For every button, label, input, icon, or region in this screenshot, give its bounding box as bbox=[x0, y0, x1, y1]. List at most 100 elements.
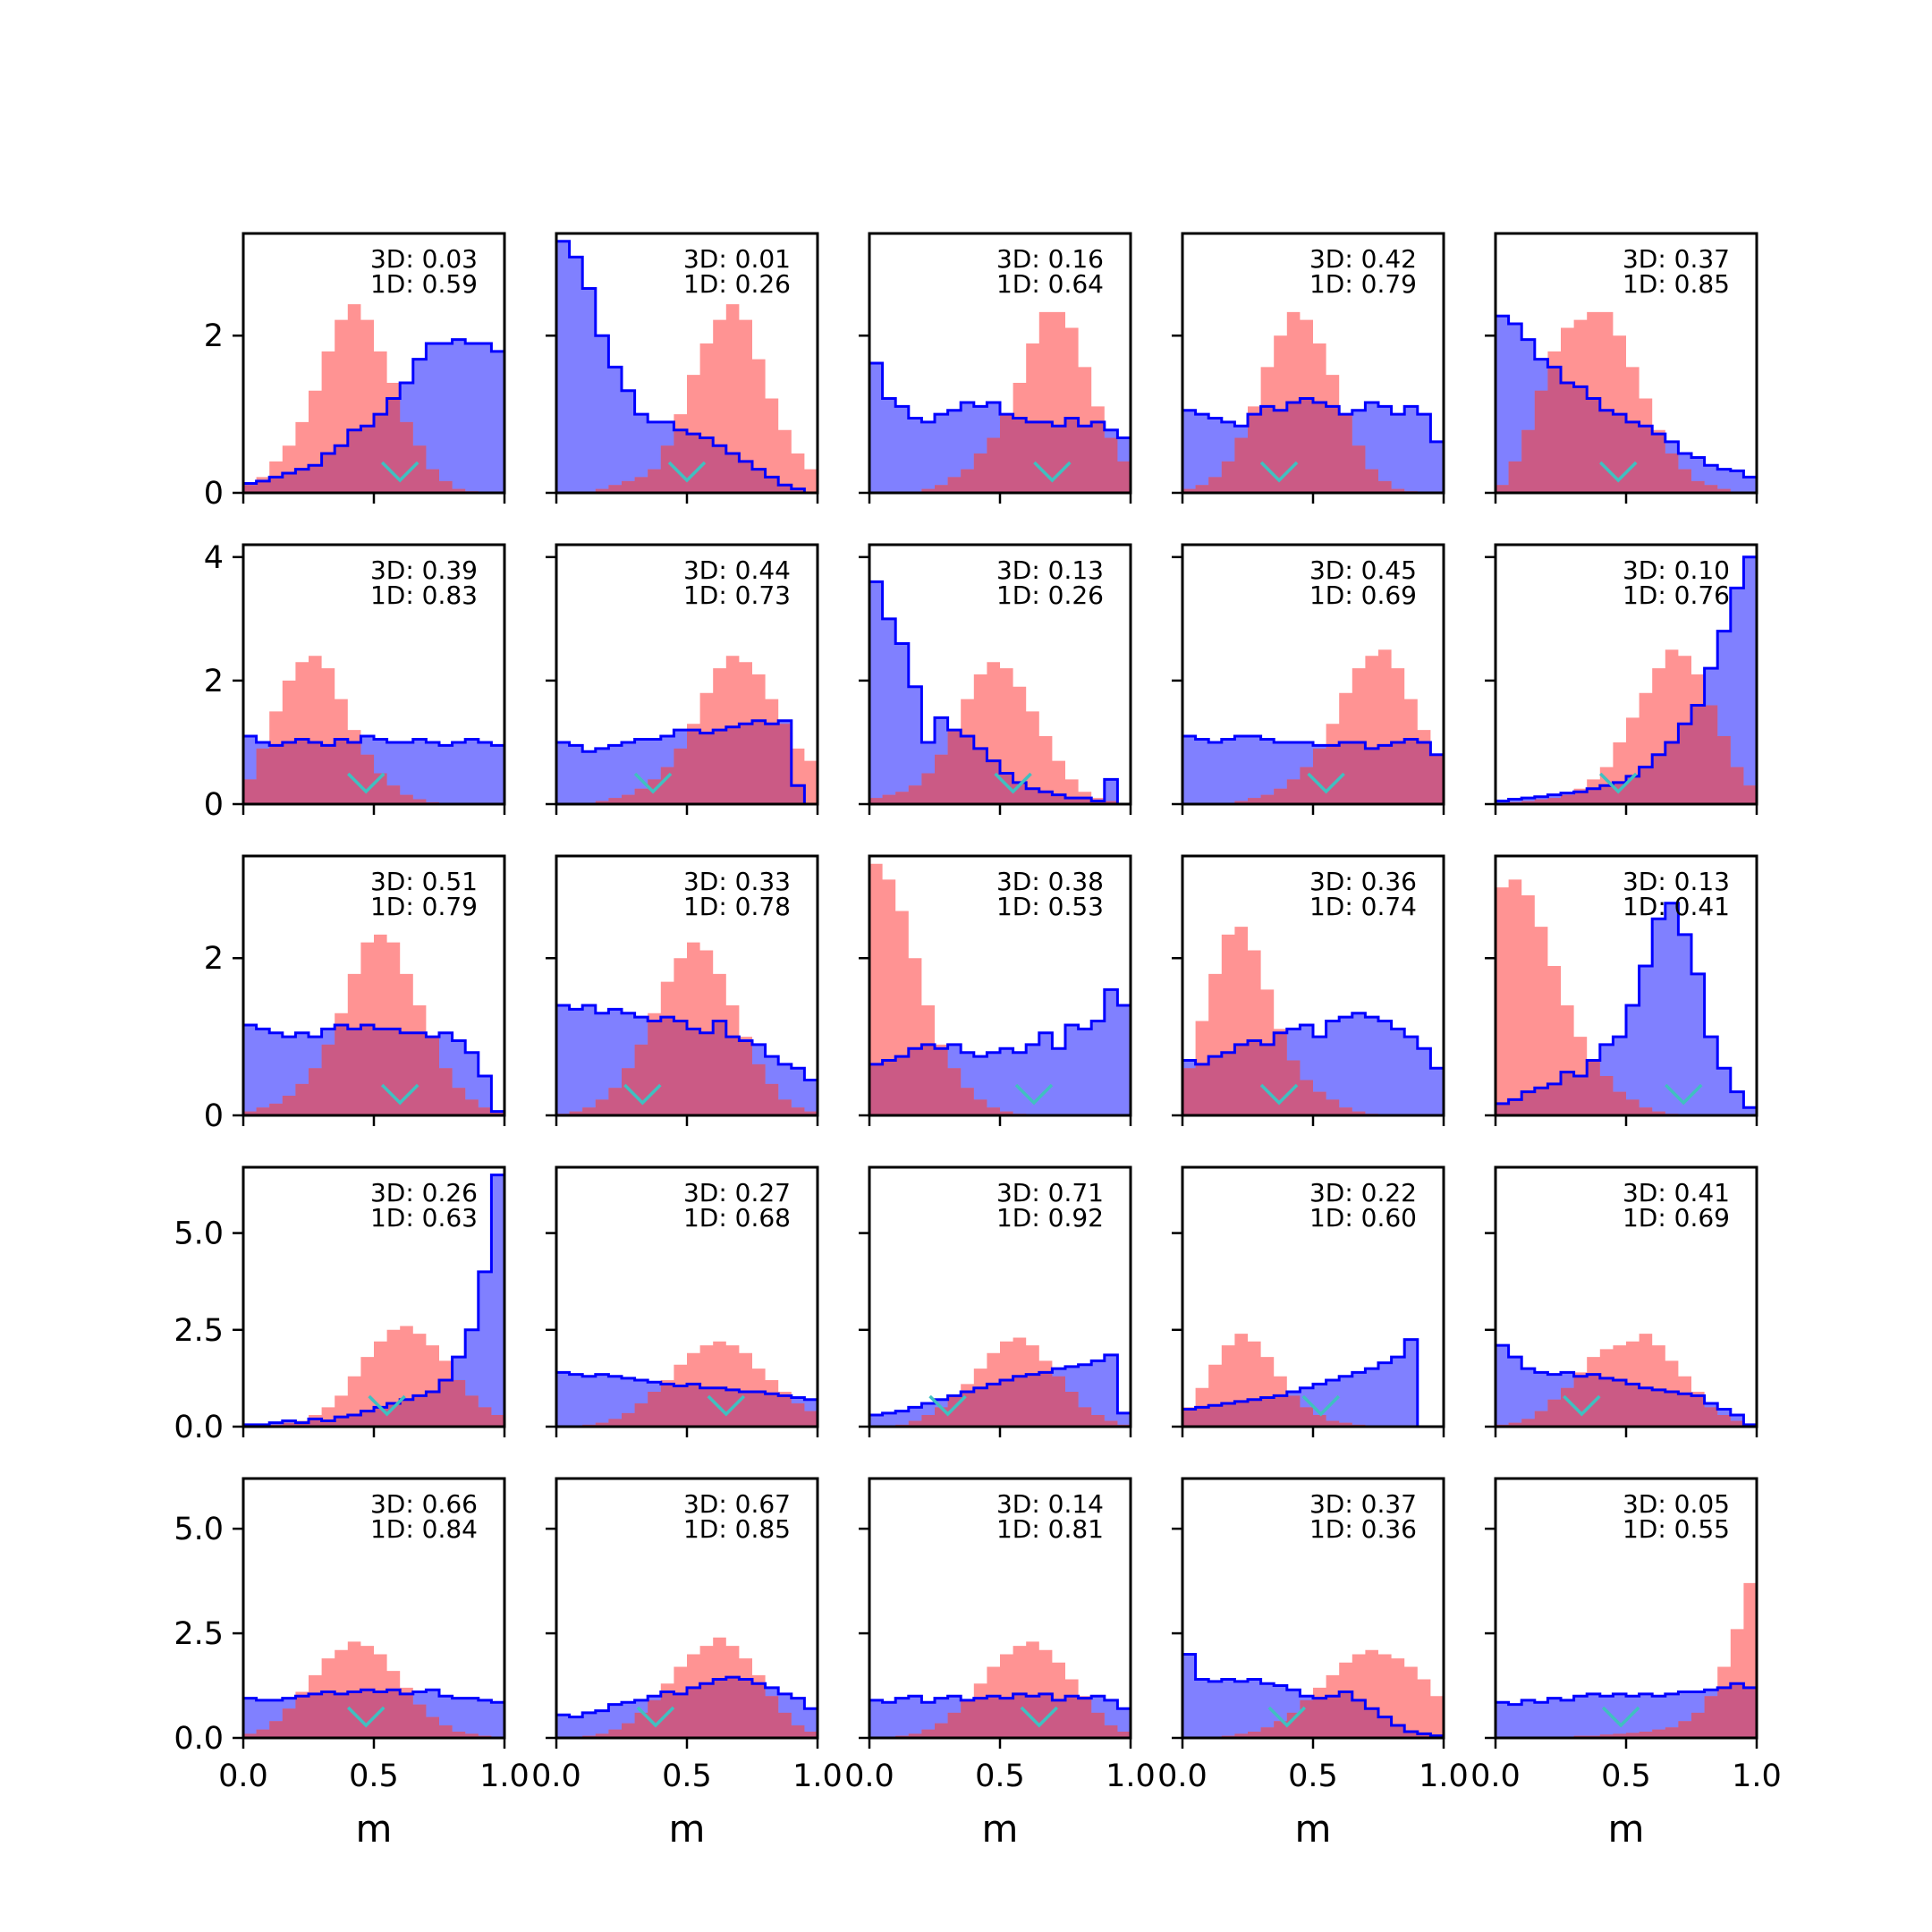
annotation-1d: 1D: 0.59 bbox=[370, 269, 478, 299]
blue-histogram-outline bbox=[556, 719, 818, 804]
annotation-3d: 3D: 0.33 bbox=[683, 867, 791, 896]
annotation-3d: 3D: 0.10 bbox=[1623, 555, 1730, 585]
annotation-3d: 3D: 0.01 bbox=[683, 244, 791, 274]
x-tick-label: 0.5 bbox=[975, 1758, 1025, 1794]
plot-area bbox=[243, 934, 504, 1115]
plot-area bbox=[1182, 649, 1444, 804]
blue-histogram-outline bbox=[869, 361, 1131, 493]
annotation-3d: 3D: 0.13 bbox=[996, 555, 1104, 585]
annotation-3d: 3D: 0.44 bbox=[683, 555, 791, 585]
marker-v bbox=[347, 772, 386, 794]
annotation-1d: 1D: 0.55 bbox=[1623, 1514, 1730, 1544]
x-tick-label: 0.5 bbox=[662, 1758, 712, 1794]
x-axis-label: m bbox=[1608, 1807, 1645, 1851]
marker-v bbox=[1020, 1706, 1059, 1728]
marker-v bbox=[1014, 1083, 1054, 1106]
annotation-1d: 1D: 0.64 bbox=[996, 269, 1104, 299]
marker-v bbox=[1259, 461, 1299, 483]
annotation-1d: 1D: 0.81 bbox=[996, 1514, 1104, 1544]
marker-v bbox=[633, 772, 673, 794]
blue-histogram-outline bbox=[243, 1688, 504, 1738]
plot-area bbox=[869, 580, 1131, 804]
overlap-fill bbox=[869, 1044, 1131, 1115]
overlap-fill bbox=[1182, 1395, 1444, 1427]
blue-histogram-outline bbox=[1496, 314, 1757, 493]
plot-area bbox=[556, 942, 818, 1115]
annotation-1d: 1D: 0.79 bbox=[1309, 269, 1417, 299]
blue-histogram-outline bbox=[1496, 902, 1757, 1115]
annotation-1d: 1D: 0.74 bbox=[1309, 892, 1417, 921]
marker-v bbox=[368, 1394, 406, 1417]
overlap-fill bbox=[556, 1384, 818, 1427]
overlap-fill bbox=[1182, 739, 1444, 804]
annotation-3d: 3D: 0.37 bbox=[1309, 1489, 1417, 1519]
plot-area bbox=[243, 656, 504, 804]
overlap-fill bbox=[869, 1693, 1131, 1738]
annotation-3d: 3D: 0.27 bbox=[683, 1178, 791, 1208]
red-histogram-fill bbox=[1496, 879, 1757, 1115]
marker-v bbox=[707, 1394, 746, 1417]
annotation-3d: 3D: 0.05 bbox=[1623, 1489, 1730, 1519]
plot-area bbox=[243, 304, 504, 493]
overlap-fill bbox=[869, 1372, 1131, 1427]
plot-area bbox=[869, 1337, 1131, 1427]
annotation-3d: 3D: 0.41 bbox=[1623, 1178, 1730, 1208]
overlap-fill bbox=[1496, 1683, 1757, 1738]
annotation-3d: 3D: 0.38 bbox=[996, 867, 1104, 896]
plot-area bbox=[869, 863, 1131, 1115]
plot-area bbox=[1496, 1582, 1757, 1738]
annotation-1d: 1D: 0.78 bbox=[683, 892, 791, 921]
marker-v bbox=[667, 461, 707, 483]
plot-area bbox=[1496, 1334, 1757, 1427]
x-tick-label: 0.0 bbox=[218, 1758, 268, 1794]
blue-histogram-outline bbox=[1182, 397, 1444, 493]
plot-area bbox=[869, 311, 1131, 493]
marker-v bbox=[1267, 1706, 1307, 1728]
overlap-fill bbox=[1182, 1691, 1444, 1738]
plot-area bbox=[243, 1174, 504, 1427]
overlap-fill bbox=[1496, 705, 1757, 804]
annotation-1d: 1D: 0.41 bbox=[1623, 892, 1730, 921]
x-axis-label: m bbox=[669, 1807, 706, 1851]
marker-v bbox=[1665, 1083, 1703, 1106]
annotation-1d: 1D: 0.85 bbox=[683, 1514, 791, 1544]
red-histogram-fill bbox=[243, 304, 504, 493]
y-tick-label: 5.0 bbox=[174, 1216, 224, 1252]
marker-v bbox=[1601, 1706, 1640, 1728]
blue-histogram-outline bbox=[243, 1023, 504, 1115]
overlap-fill bbox=[556, 1677, 818, 1738]
annotation-1d: 1D: 0.92 bbox=[996, 1203, 1104, 1233]
blue-histogram-outline bbox=[243, 734, 504, 804]
overlap-fill bbox=[243, 1690, 504, 1738]
x-axis-label: m bbox=[356, 1807, 393, 1851]
overlap-fill bbox=[556, 429, 818, 493]
marker-v bbox=[994, 772, 1032, 794]
annotation-1d: 1D: 0.36 bbox=[1309, 1514, 1417, 1544]
annotation-1d: 1D: 0.76 bbox=[1623, 580, 1730, 610]
overlap-fill bbox=[1496, 1374, 1757, 1427]
annotation-1d: 1D: 0.85 bbox=[1623, 269, 1730, 299]
blue-histogram-outline bbox=[243, 1174, 504, 1427]
plot-area bbox=[1182, 1649, 1444, 1738]
blue-histogram-outline bbox=[1182, 1338, 1444, 1427]
marker-v bbox=[1301, 1394, 1340, 1417]
marker-v bbox=[1599, 461, 1638, 483]
plot-area bbox=[556, 240, 818, 493]
annotation-1d: 1D: 0.84 bbox=[370, 1514, 478, 1544]
annotation-1d: 1D: 0.26 bbox=[996, 580, 1104, 610]
overlap-fill bbox=[1496, 367, 1757, 493]
annotation-3d: 3D: 0.26 bbox=[370, 1178, 478, 1208]
blue-histogram-outline bbox=[556, 1004, 818, 1115]
